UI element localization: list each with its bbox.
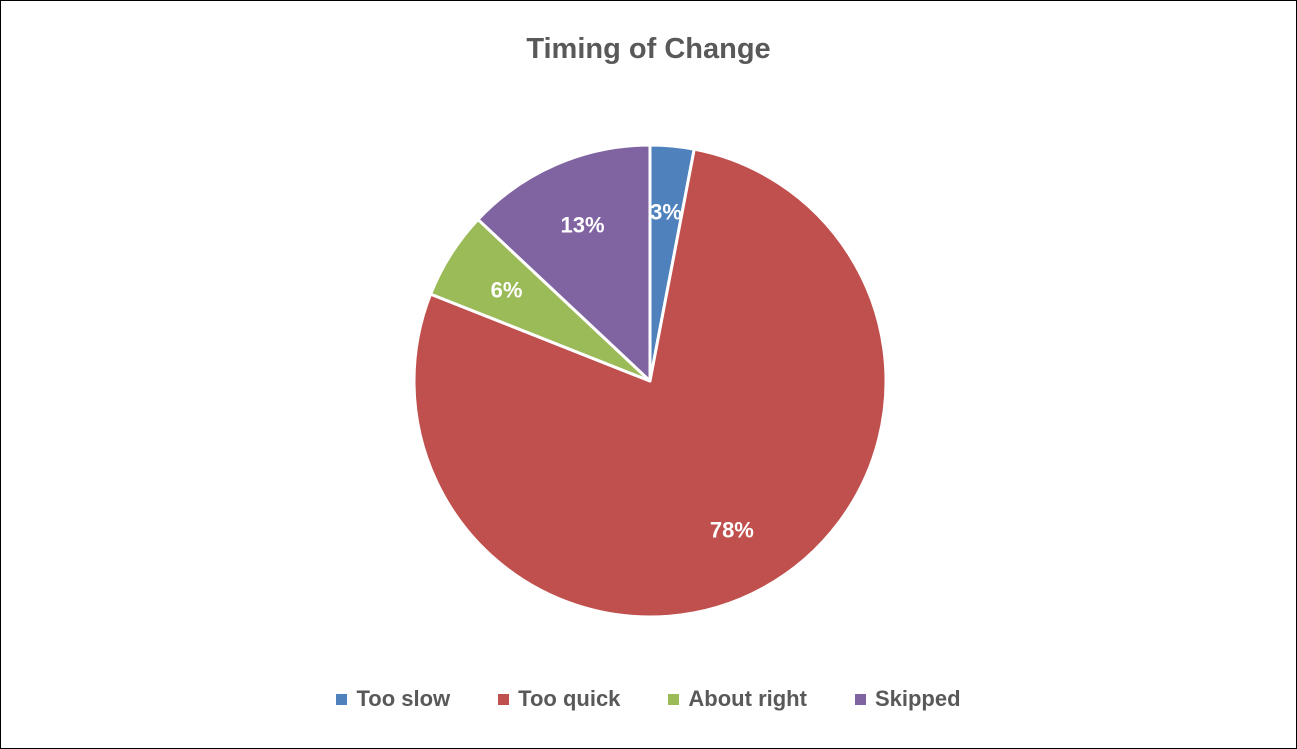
legend-item-about-right[interactable]: About right: [668, 686, 807, 712]
legend-item-skipped[interactable]: Skipped: [854, 686, 961, 712]
data-label-about-right: 6%: [491, 277, 523, 302]
pie-slice-too-quick[interactable]: [412, 147, 888, 619]
legend-label-too-slow: Too slow: [356, 686, 451, 711]
legend-swatch-about-right: [668, 693, 680, 705]
chart-title: Timing of Change: [526, 33, 771, 65]
legend: Too slow Too quick About right Skipped: [0, 686, 1297, 712]
legend-item-too-quick[interactable]: Too quick: [498, 686, 620, 712]
legend-label-skipped: Skipped: [874, 686, 961, 711]
legend-swatch-skipped: [854, 693, 866, 705]
pie-slice-skipped[interactable]: [476, 143, 652, 383]
data-label-too-slow: 3%: [650, 199, 682, 224]
legend-item-too-slow[interactable]: Too slow: [336, 686, 450, 712]
legend-swatch-too-quick: [498, 693, 510, 705]
legend-label-about-right: About right: [688, 686, 807, 711]
legend-label-too-quick: Too quick: [518, 686, 621, 711]
data-label-too-quick: 78%: [710, 517, 754, 542]
legend-swatch-too-slow: [336, 693, 348, 705]
data-label-skipped: 13%: [560, 213, 604, 238]
